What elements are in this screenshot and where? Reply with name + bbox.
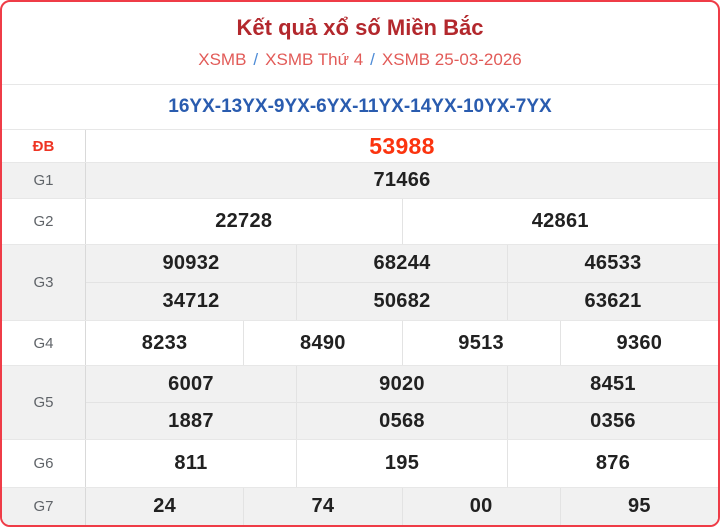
prize-sub-row: 53988 [86, 130, 718, 162]
prize-number: 876 [507, 440, 718, 487]
prize-row-g2: G2 22728 42861 [2, 199, 718, 245]
prize-number: 71466 [373, 169, 431, 191]
prize-number: 811 [174, 452, 208, 474]
prize-label: G5 [2, 366, 86, 439]
prize-number: 22728 [215, 210, 273, 232]
prize-label: G4 [2, 321, 86, 365]
prize-label: G6 [2, 440, 86, 487]
prize-row-g6: G6 811 195 876 [2, 440, 718, 488]
breadcrumb-link[interactable]: XSMB Thứ 4 [265, 50, 364, 69]
prize-row-content: 90932 68244 46533 34712 50682 63621 [86, 245, 718, 320]
prize-row-content: 811 195 876 [86, 440, 718, 487]
prize-label: G3 [2, 245, 86, 320]
prize-number: 90932 [162, 252, 220, 274]
prize-number: 74 [243, 488, 401, 525]
page-title: Kết quả xổ số Miền Bắc [236, 15, 484, 40]
loto-summary-line: 16YX-13YX-9YX-6YX-11YX-14YX-10YX-7YX [2, 85, 718, 130]
prize-number: 34712 [162, 290, 220, 312]
prize-number: 6007 [168, 372, 214, 395]
prize-label: ĐB [2, 130, 86, 162]
prize-sub-row: 1887 0568 0356 [86, 402, 718, 439]
prize-number: 68244 [296, 245, 507, 282]
prize-number: 8233 [141, 331, 188, 354]
breadcrumb: XSMB / XSMB Thứ 4 / XSMB 25-03-2026 [2, 48, 718, 72]
prize-number: 9513 [401, 321, 560, 365]
breadcrumb-separator: / [253, 50, 259, 69]
prize-number: 8451 [507, 366, 718, 402]
prize-number: 24 [153, 495, 177, 517]
prize-number: 9360 [559, 321, 718, 365]
prize-sub-row: 34712 50682 63621 [86, 282, 718, 320]
prize-number: 8490 [243, 321, 401, 365]
prize-number: 46533 [507, 245, 718, 282]
prize-number: 1887 [168, 409, 214, 432]
prize-number: 0568 [296, 403, 507, 439]
prize-label: G1 [2, 163, 86, 198]
prize-number: 95 [559, 488, 718, 525]
breadcrumb-link[interactable]: XSMB 25-03-2026 [381, 50, 522, 69]
prize-sub-row: 6007 9020 8451 [86, 366, 718, 402]
prize-sub-row: 24 74 00 95 [86, 488, 718, 525]
prize-label: G2 [2, 199, 86, 244]
prize-row-g5: G5 6007 9020 8451 1887 0568 0356 [2, 366, 718, 440]
prize-number: 42861 [401, 199, 719, 244]
prize-row-g1: G1 71466 [2, 163, 718, 199]
prize-sub-row: 71466 [86, 163, 718, 198]
prize-row-db: ĐB 53988 [2, 130, 718, 163]
prize-number: 0356 [507, 403, 718, 439]
prize-sub-row: 8233 8490 9513 9360 [86, 321, 718, 365]
prize-row-content: 6007 9020 8451 1887 0568 0356 [86, 366, 718, 439]
prize-sub-row: 22728 42861 [86, 199, 718, 244]
breadcrumb-link[interactable]: XSMB [198, 50, 247, 69]
result-header: Kết quả xổ số Miền Bắc XSMB / XSMB Thứ 4/X… [2, 2, 718, 85]
prize-sub-row: 90932 68244 46533 [86, 245, 718, 282]
prize-number: 00 [401, 488, 560, 525]
prize-number: 53988 [369, 132, 435, 159]
prize-label: G7 [2, 488, 86, 525]
prize-number: 63621 [507, 283, 718, 320]
prize-row-g3: G3 90932 68244 46533 34712 50682 63621 [2, 245, 718, 321]
breadcrumb-separator: / [370, 50, 375, 69]
prize-row-content: 71466 [86, 163, 718, 198]
prize-number: 195 [296, 440, 507, 487]
prize-row-g7: G7 24 74 00 95 [2, 488, 718, 525]
prize-row-g4: G4 8233 8490 9513 9360 [2, 321, 718, 366]
prize-row-content: 24 74 00 95 [86, 488, 718, 525]
prize-number: 9020 [296, 366, 507, 402]
prize-row-content: 22728 42861 [86, 199, 718, 244]
prize-number: 50682 [296, 283, 507, 320]
prize-row-content: 8233 8490 9513 9360 [86, 321, 718, 365]
prize-sub-row: 811 195 876 [86, 440, 718, 487]
prize-table: ĐB 53988 G1 71466 G2 22728 42861 G3 90932 68244 46… [2, 130, 718, 525]
prize-row-content: 53988 [86, 130, 718, 162]
